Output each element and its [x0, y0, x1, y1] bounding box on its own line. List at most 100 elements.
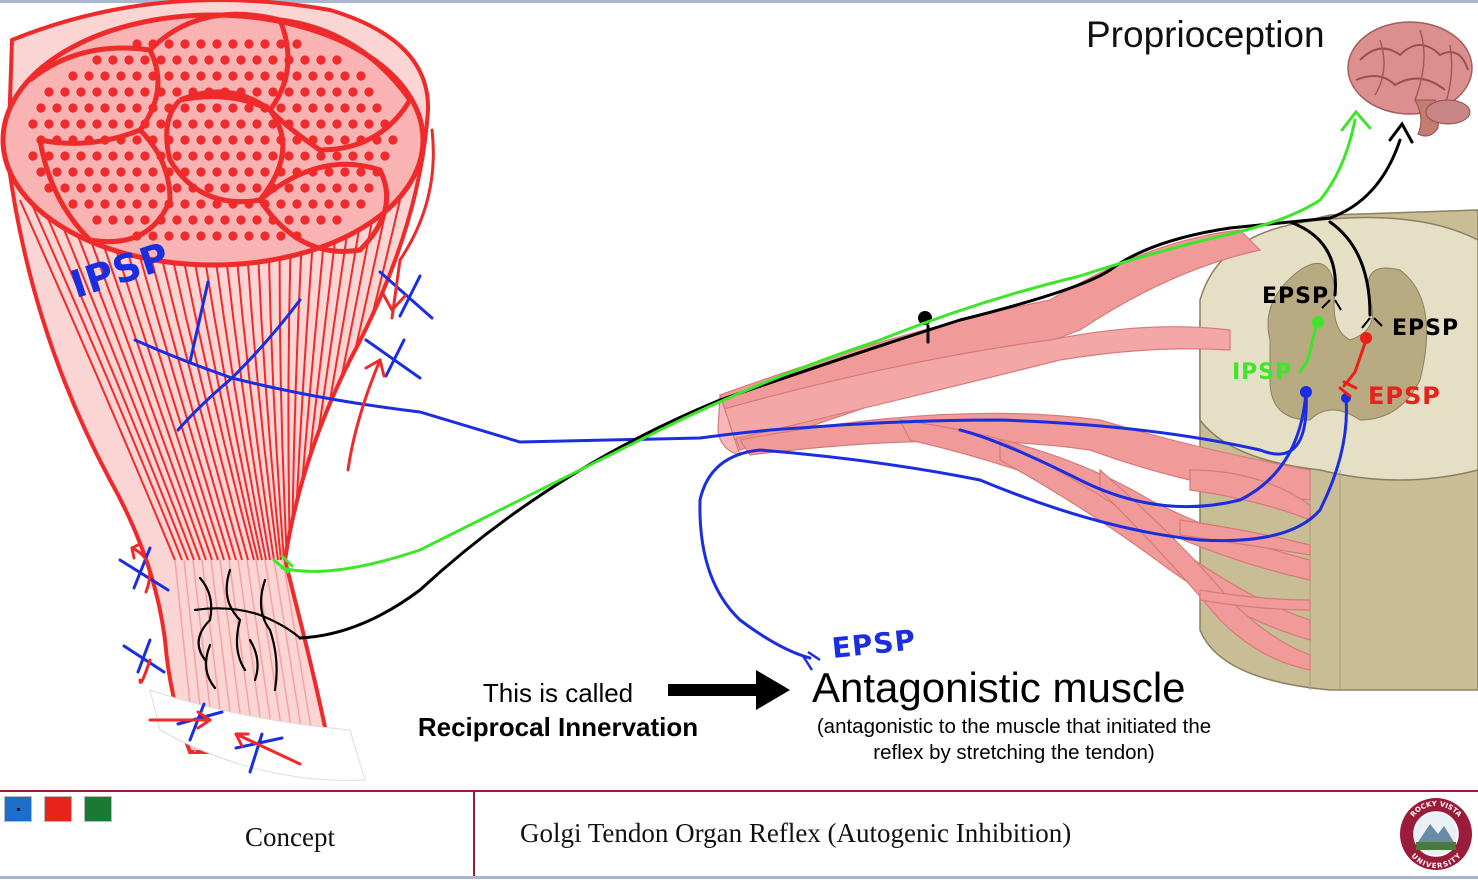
myofibril-dot: [172, 55, 182, 65]
blue-square-dot: [17, 808, 20, 811]
myofibril-dot: [284, 55, 294, 65]
arrow-right-icon: [668, 670, 790, 710]
myofibril-dot: [348, 87, 358, 97]
myofibril-dot: [268, 87, 278, 97]
myofibril-dot: [196, 199, 206, 209]
red-stretch-arrows: [130, 128, 435, 766]
myofibril-dot: [196, 71, 206, 81]
myofibril-dot: [52, 167, 62, 177]
myofibril-dot: [76, 183, 86, 193]
epsp-black-left-label: EPSP: [1262, 284, 1330, 309]
red-interneuron: [1338, 338, 1368, 398]
myofibril-dot: [372, 103, 382, 113]
myofibril-dot: [140, 215, 150, 225]
myofibril-dot: [140, 183, 150, 193]
myofibril-dot: [180, 199, 190, 209]
blue-neuron-soma-1: [1300, 386, 1312, 398]
reciprocal-innervation-caption: This is called Reciprocal Innervation: [402, 676, 714, 744]
university-seal: ROCKY VISTA UNIVERSITY: [1400, 798, 1472, 870]
myofibril-dot: [220, 87, 230, 97]
myofibril-dot: [100, 103, 110, 113]
myofibril-dot: [340, 199, 350, 209]
muscle-body: [0, 0, 431, 754]
myofibril-dot: [76, 151, 86, 161]
myofibril-dot: [292, 39, 302, 49]
myofibril-dot: [108, 55, 118, 65]
blue-square-button[interactable]: [4, 796, 32, 822]
myofibril-dots: [28, 39, 398, 241]
green-proprioception-nerve: [272, 109, 1372, 574]
myofibril-dot: [260, 103, 270, 113]
myofibril-dot: [284, 87, 294, 97]
ipsp-green-label: IPSP: [1232, 360, 1293, 385]
green-square-button[interactable]: [84, 796, 112, 822]
myofibril-dot: [44, 87, 54, 97]
myofibril-dot: [36, 167, 46, 177]
myofibril-dot: [284, 119, 294, 129]
myofibril-dot: [324, 103, 334, 113]
myofibril-dot: [292, 199, 302, 209]
antagonistic-muscle-title: Antagonistic muscle: [812, 664, 1186, 711]
myofibril-dot: [244, 39, 254, 49]
myofibril-dot: [180, 103, 190, 113]
myofibril-dot: [228, 167, 238, 177]
myofibril-dot: [108, 183, 118, 193]
green-interneuron-soma: [1312, 316, 1324, 328]
myofibril-dot: [284, 215, 294, 225]
myofibril-dot: [364, 151, 374, 161]
myofibril-dot: [196, 167, 206, 177]
myofibril-dot: [300, 151, 310, 161]
myofibril-dot: [300, 183, 310, 193]
myofibril-dot: [68, 135, 78, 145]
brain-image: [1347, 21, 1473, 137]
red-square-button[interactable]: [44, 796, 72, 822]
myofibril-dot: [356, 135, 366, 145]
myofibril-dot: [180, 71, 190, 81]
myofibril-dot: [228, 103, 238, 113]
myofibril-dot: [180, 135, 190, 145]
myofibril-dot: [316, 87, 326, 97]
myofibril-dot: [316, 183, 326, 193]
top-rule: [0, 0, 1478, 3]
myofibril-dot: [220, 151, 230, 161]
myofibril-dot: [116, 199, 126, 209]
myofibril-dot: [388, 135, 398, 145]
myofibril-dot: [316, 151, 326, 161]
myofibril-dot: [324, 71, 334, 81]
footer-top-line: [0, 790, 1478, 792]
myofibril-dot: [100, 199, 110, 209]
myofibril-dot: [268, 183, 278, 193]
myofibril-dot: [60, 119, 70, 129]
myofibril-dot: [252, 215, 262, 225]
myofibril-dot: [348, 151, 358, 161]
myofibril-dot: [236, 119, 246, 129]
epsp-black-right-label: EPSP: [1392, 316, 1460, 341]
footer-topic-title: Golgi Tendon Organ Reflex (Autogenic Inh…: [520, 818, 1072, 848]
myofibril-dot: [308, 167, 318, 177]
myofibril-dot: [148, 135, 158, 145]
myofibril-dot: [100, 135, 110, 145]
myofibril-dot: [148, 167, 158, 177]
myofibril-dot: [316, 119, 326, 129]
myofibril-dot: [68, 167, 78, 177]
called-line2: Reciprocal Innervation: [417, 712, 699, 742]
myofibril-dot: [124, 119, 134, 129]
tendon-attachment: [149, 689, 366, 781]
myofibril-dot: [260, 71, 270, 81]
slide-footer: Concept Golgi Tendon Organ Reflex (Autog…: [0, 790, 1478, 884]
myofibril-dot: [164, 199, 174, 209]
myofibril-dot: [260, 167, 270, 177]
myofibril-dot: [220, 183, 230, 193]
myofibril-dot: [268, 151, 278, 161]
spinal-cord: [1199, 209, 1478, 691]
myofibril-dot: [276, 71, 286, 81]
myofibril-dot: [188, 119, 198, 129]
myofibril-dot: [156, 119, 166, 129]
myofibril-dot: [108, 87, 118, 97]
myofibril-dot: [212, 71, 222, 81]
myofibril-dot: [92, 151, 102, 161]
myofibril-dot: [204, 87, 214, 97]
myofibril-dot: [84, 167, 94, 177]
myofibril-dot: [76, 87, 86, 97]
myofibril-dot: [300, 55, 310, 65]
